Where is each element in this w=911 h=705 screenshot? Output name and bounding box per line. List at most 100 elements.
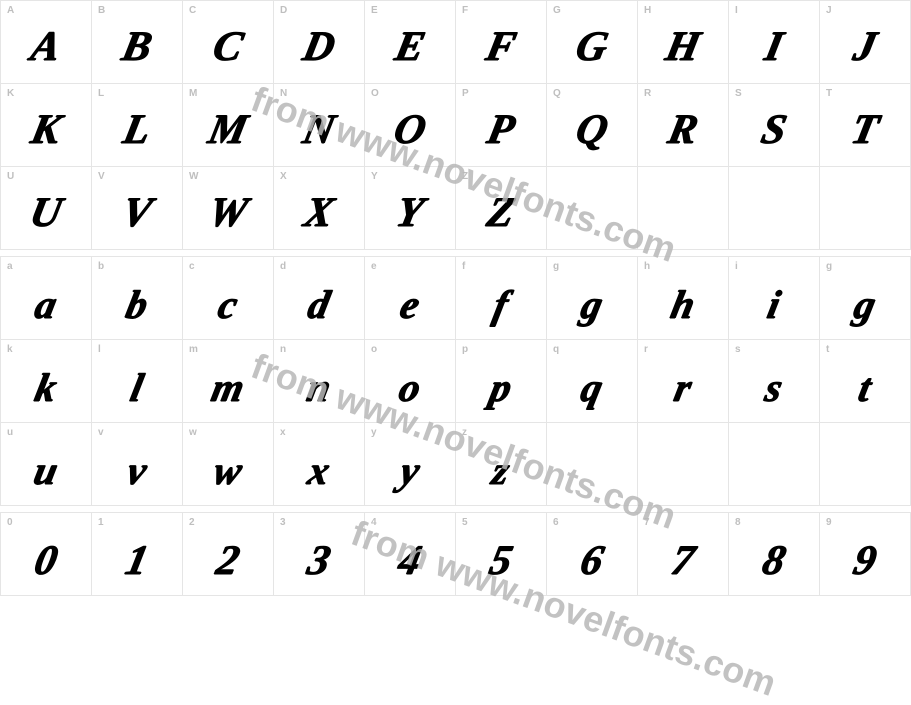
glyph-cell: BB	[92, 1, 183, 84]
glyph-char: G	[572, 26, 611, 68]
glyph-cell: NN	[274, 84, 365, 167]
glyph-cell: xx	[274, 423, 365, 506]
glyph-cell-label: P	[462, 88, 469, 99]
glyph-cell-label: L	[98, 88, 104, 99]
glyph-cell: UU	[1, 167, 92, 250]
glyph-cell: cc	[183, 257, 274, 340]
glyph-char: J	[850, 26, 880, 68]
glyph-cell-label: J	[826, 5, 832, 16]
glyph-char: k	[32, 368, 61, 408]
glyph-cell-label: Z	[462, 171, 468, 182]
glyph-cell: vv	[92, 423, 183, 506]
glyph-char: m	[208, 368, 248, 408]
glyph-cell-label: Q	[553, 88, 561, 99]
glyph-cell-label: 8	[735, 517, 741, 528]
glyph-char: L	[120, 109, 155, 151]
glyph-cell: EE	[365, 1, 456, 84]
glyph-char: C	[210, 26, 247, 68]
glyph-cell: pp	[456, 340, 547, 423]
glyph-cell-label: D	[280, 5, 288, 16]
glyph-cell: ZZ	[456, 167, 547, 250]
glyph-cell: RR	[638, 84, 729, 167]
glyph-cell-label: 1	[98, 517, 104, 528]
glyph-cell: aa	[1, 257, 92, 340]
glyph-cell: hh	[638, 257, 729, 340]
glyph-char: c	[215, 285, 241, 325]
glyph-cell-empty	[547, 423, 638, 506]
glyph-char: 2	[213, 540, 243, 582]
glyph-cell-label: U	[7, 171, 15, 182]
glyph-char: Z	[484, 192, 519, 234]
glyph-cell: gg	[820, 257, 911, 340]
glyph-char: g	[578, 285, 607, 325]
glyph-cell-label: y	[371, 427, 377, 438]
glyph-cell-label: x	[280, 427, 286, 438]
glyph-char: P	[484, 109, 519, 151]
glyph-cell-label: h	[644, 261, 650, 272]
glyph-cell: qq	[547, 340, 638, 423]
glyph-cell: II	[729, 1, 820, 84]
glyph-char: 0	[31, 540, 61, 582]
glyph-cell: HH	[638, 1, 729, 84]
glyph-char: I	[761, 26, 786, 68]
glyph-cell-label: z	[462, 427, 467, 438]
glyph-cell-label: 9	[826, 517, 832, 528]
glyph-char: a	[32, 285, 61, 325]
glyph-cell: 33	[274, 513, 365, 596]
glyph-cell-label: H	[644, 5, 652, 16]
glyph-char: h	[668, 285, 699, 325]
glyph-cell: 99	[820, 513, 911, 596]
glyph-cell: 22	[183, 513, 274, 596]
glyph-char: F	[483, 26, 520, 68]
glyph-char: w	[210, 451, 245, 491]
glyph-cell-label: n	[280, 344, 286, 355]
glyph-cell-label: 2	[189, 517, 195, 528]
glyph-cell-label: 4	[371, 517, 377, 528]
glyph-char: n	[304, 368, 335, 408]
glyph-cell: 88	[729, 513, 820, 596]
glyph-char: s	[762, 368, 786, 408]
glyph-cell-label: F	[462, 5, 468, 16]
glyph-cell-label: R	[644, 88, 652, 99]
glyph-cell: 00	[1, 513, 92, 596]
glyph-cell: mm	[183, 340, 274, 423]
glyph-cell-label: 3	[280, 517, 286, 528]
glyph-char: b	[123, 285, 152, 325]
glyph-char: f	[490, 285, 512, 325]
glyph-cell-label: k	[7, 344, 13, 355]
glyph-char: p	[487, 368, 516, 408]
glyph-grid: AABBCCDDEEFFGGHHIIJJKKLLMMNNOOPPQQRRSSTT…	[0, 0, 911, 250]
glyph-char: R	[665, 109, 702, 151]
glyph-cell-label: E	[371, 5, 378, 16]
glyph-char: x	[305, 451, 334, 491]
glyph-cell: LL	[92, 84, 183, 167]
glyph-char: A	[28, 26, 65, 68]
glyph-cell: ii	[729, 257, 820, 340]
glyph-char: 6	[577, 540, 607, 582]
glyph-cell-label: 0	[7, 517, 13, 528]
glyph-char: D	[299, 26, 338, 68]
glyph-cell: rr	[638, 340, 729, 423]
glyph-cell-label: l	[98, 344, 101, 355]
glyph-cell-label: T	[826, 88, 832, 99]
glyph-cell: tt	[820, 340, 911, 423]
glyph-cell: ll	[92, 340, 183, 423]
glyph-cell-label: f	[462, 261, 466, 272]
glyph-char: r	[671, 368, 695, 408]
glyph-cell: VV	[92, 167, 183, 250]
glyph-cell: FF	[456, 1, 547, 84]
glyph-char: 1	[122, 540, 152, 582]
glyph-char: o	[396, 368, 425, 408]
glyph-cell-empty	[638, 423, 729, 506]
glyph-char: q	[578, 368, 607, 408]
glyph-char: 7	[668, 540, 698, 582]
glyph-cell: YY	[365, 167, 456, 250]
glyph-cell: SS	[729, 84, 820, 167]
glyph-char: T	[848, 109, 883, 151]
glyph-cell-label: d	[280, 261, 286, 272]
glyph-cell-label: X	[280, 171, 287, 182]
glyph-cell-label: v	[98, 427, 104, 438]
glyph-cell-label: g	[553, 261, 559, 272]
glyph-cell-label: V	[98, 171, 105, 182]
glyph-cell-label: O	[371, 88, 379, 99]
